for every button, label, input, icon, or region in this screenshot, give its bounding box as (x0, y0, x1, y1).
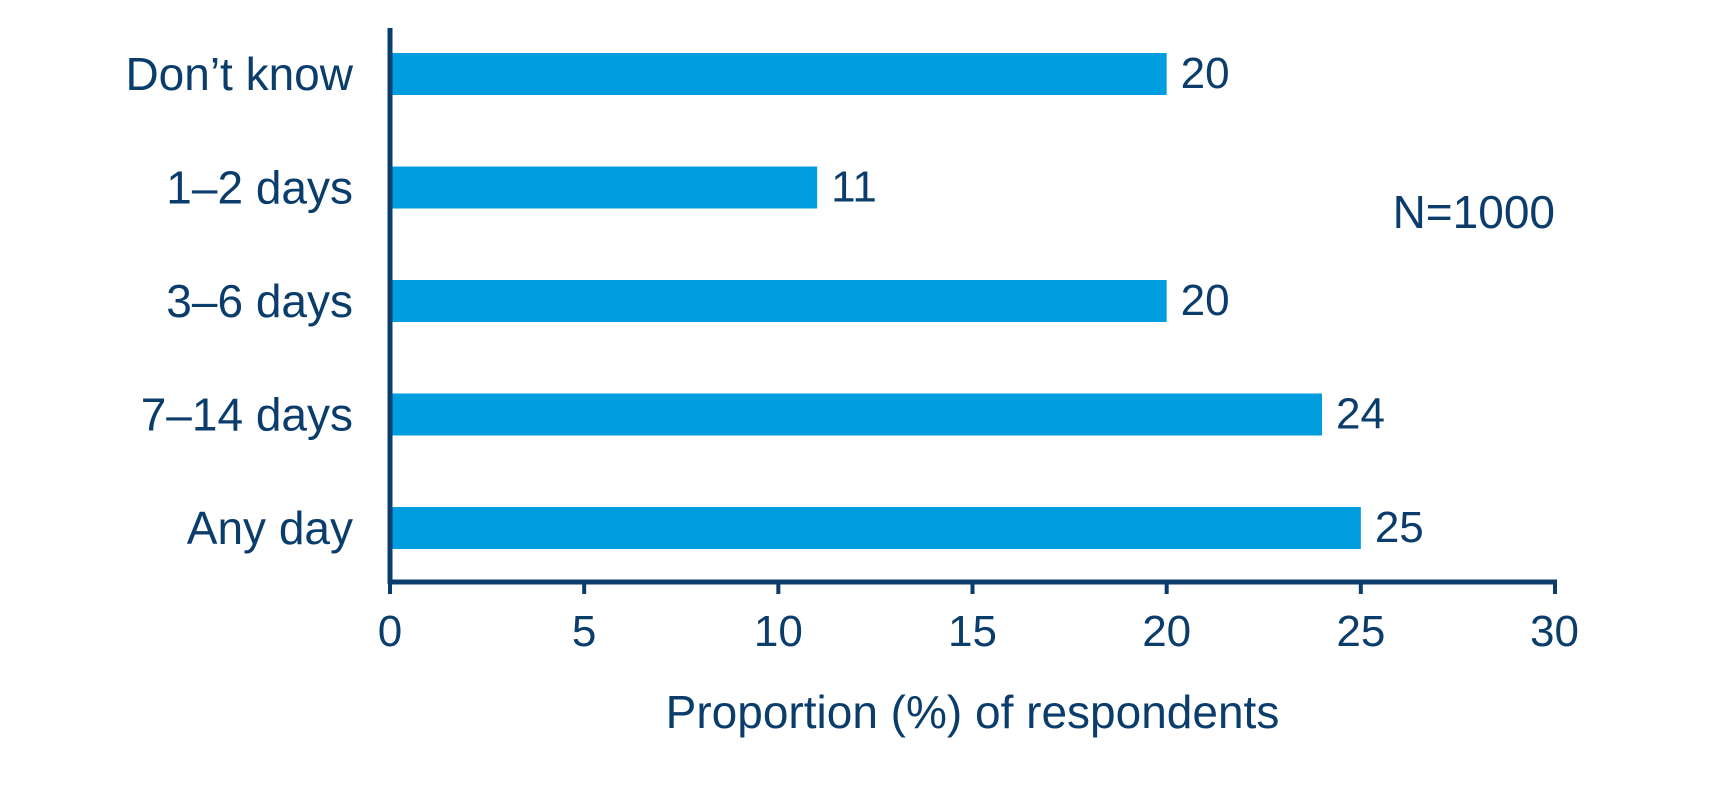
category-label: 3–6 days (166, 275, 353, 327)
x-tick-label: 25 (1336, 607, 1385, 656)
category-label: 7–14 days (141, 389, 353, 441)
x-axis-title: Proportion (%) of respondents (666, 686, 1280, 738)
bar (392, 280, 1167, 322)
bar (392, 166, 818, 209)
axis-layer: 0 5 10 15 20 25 30 (378, 28, 1579, 656)
category-label: Don’t know (125, 48, 353, 100)
category-label: Any day (187, 502, 353, 554)
x-ticks: 0 5 10 15 20 25 30 (378, 582, 1579, 656)
value-label: 20 (1181, 276, 1230, 325)
x-tick-label: 5 (572, 607, 596, 656)
x-tick-label: 10 (754, 607, 803, 656)
bar (392, 53, 1167, 95)
value-label: 20 (1181, 49, 1230, 98)
x-tick-label: 20 (1142, 607, 1191, 656)
category-labels: Don’t know 1–2 days 3–6 days 7–14 days Any d… (125, 48, 353, 554)
value-label: 24 (1336, 390, 1385, 439)
value-label: 25 (1375, 503, 1424, 552)
x-tick-label: 15 (948, 607, 997, 656)
bar (392, 393, 1322, 436)
value-label: 11 (831, 163, 877, 212)
value-labels: 20 11 20 24 25 (831, 49, 1424, 552)
category-label: 1–2 days (166, 162, 353, 214)
x-tick-label: 0 (378, 607, 402, 656)
bar (392, 507, 1361, 549)
sample-size-annotation: N=1000 (1393, 186, 1555, 238)
x-tick-label: 30 (1530, 607, 1579, 656)
bars-layer (392, 53, 1361, 549)
